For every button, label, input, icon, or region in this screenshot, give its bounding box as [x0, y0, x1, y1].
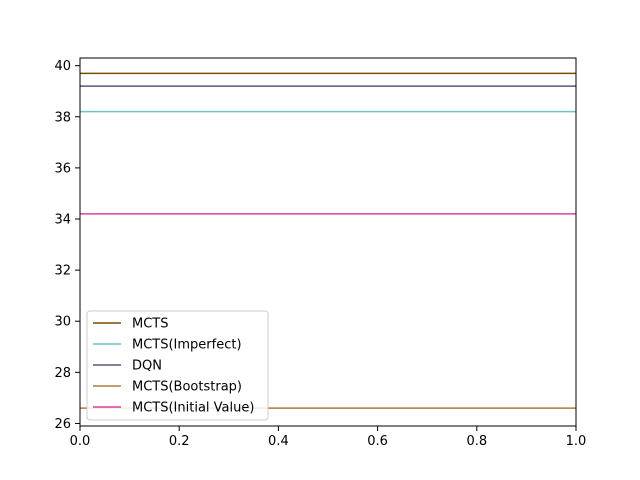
y-tick-label: 36	[54, 161, 71, 176]
y-tick-label: 32	[54, 264, 71, 279]
y-tick-label: 28	[54, 366, 71, 381]
x-axis: 0.0 0.2 0.4 0.6 0.8 1.0	[70, 426, 587, 449]
y-axis: 26 28 30 32 34 36 38 40	[54, 59, 80, 432]
y-tick-label: 26	[54, 417, 71, 432]
legend-label: DQN	[132, 359, 162, 374]
x-tick-label: 0.6	[367, 434, 388, 449]
y-tick-label: 38	[54, 110, 71, 125]
x-tick-label: 1.0	[566, 434, 587, 449]
x-tick-label: 0.4	[268, 434, 289, 449]
legend-label: MCTS(Initial Value)	[132, 401, 254, 416]
legend-box	[86, 310, 269, 421]
x-tick-label: 0.0	[70, 434, 91, 449]
x-tick-label: 0.2	[169, 434, 190, 449]
y-tick-label: 34	[54, 213, 71, 228]
legend: MCTS MCTS(Imperfect) DQN MCTS(Bootstrap) MCT…	[86, 310, 269, 421]
y-tick-label: 30	[54, 315, 71, 330]
x-tick-label: 0.8	[466, 434, 487, 449]
plot-frame	[79, 57, 577, 427]
y-tick-label: 40	[54, 59, 71, 74]
legend-label: MCTS(Bootstrap)	[132, 380, 242, 395]
legend-label: MCTS(Imperfect)	[132, 338, 242, 353]
legend-label: MCTS	[132, 317, 169, 332]
